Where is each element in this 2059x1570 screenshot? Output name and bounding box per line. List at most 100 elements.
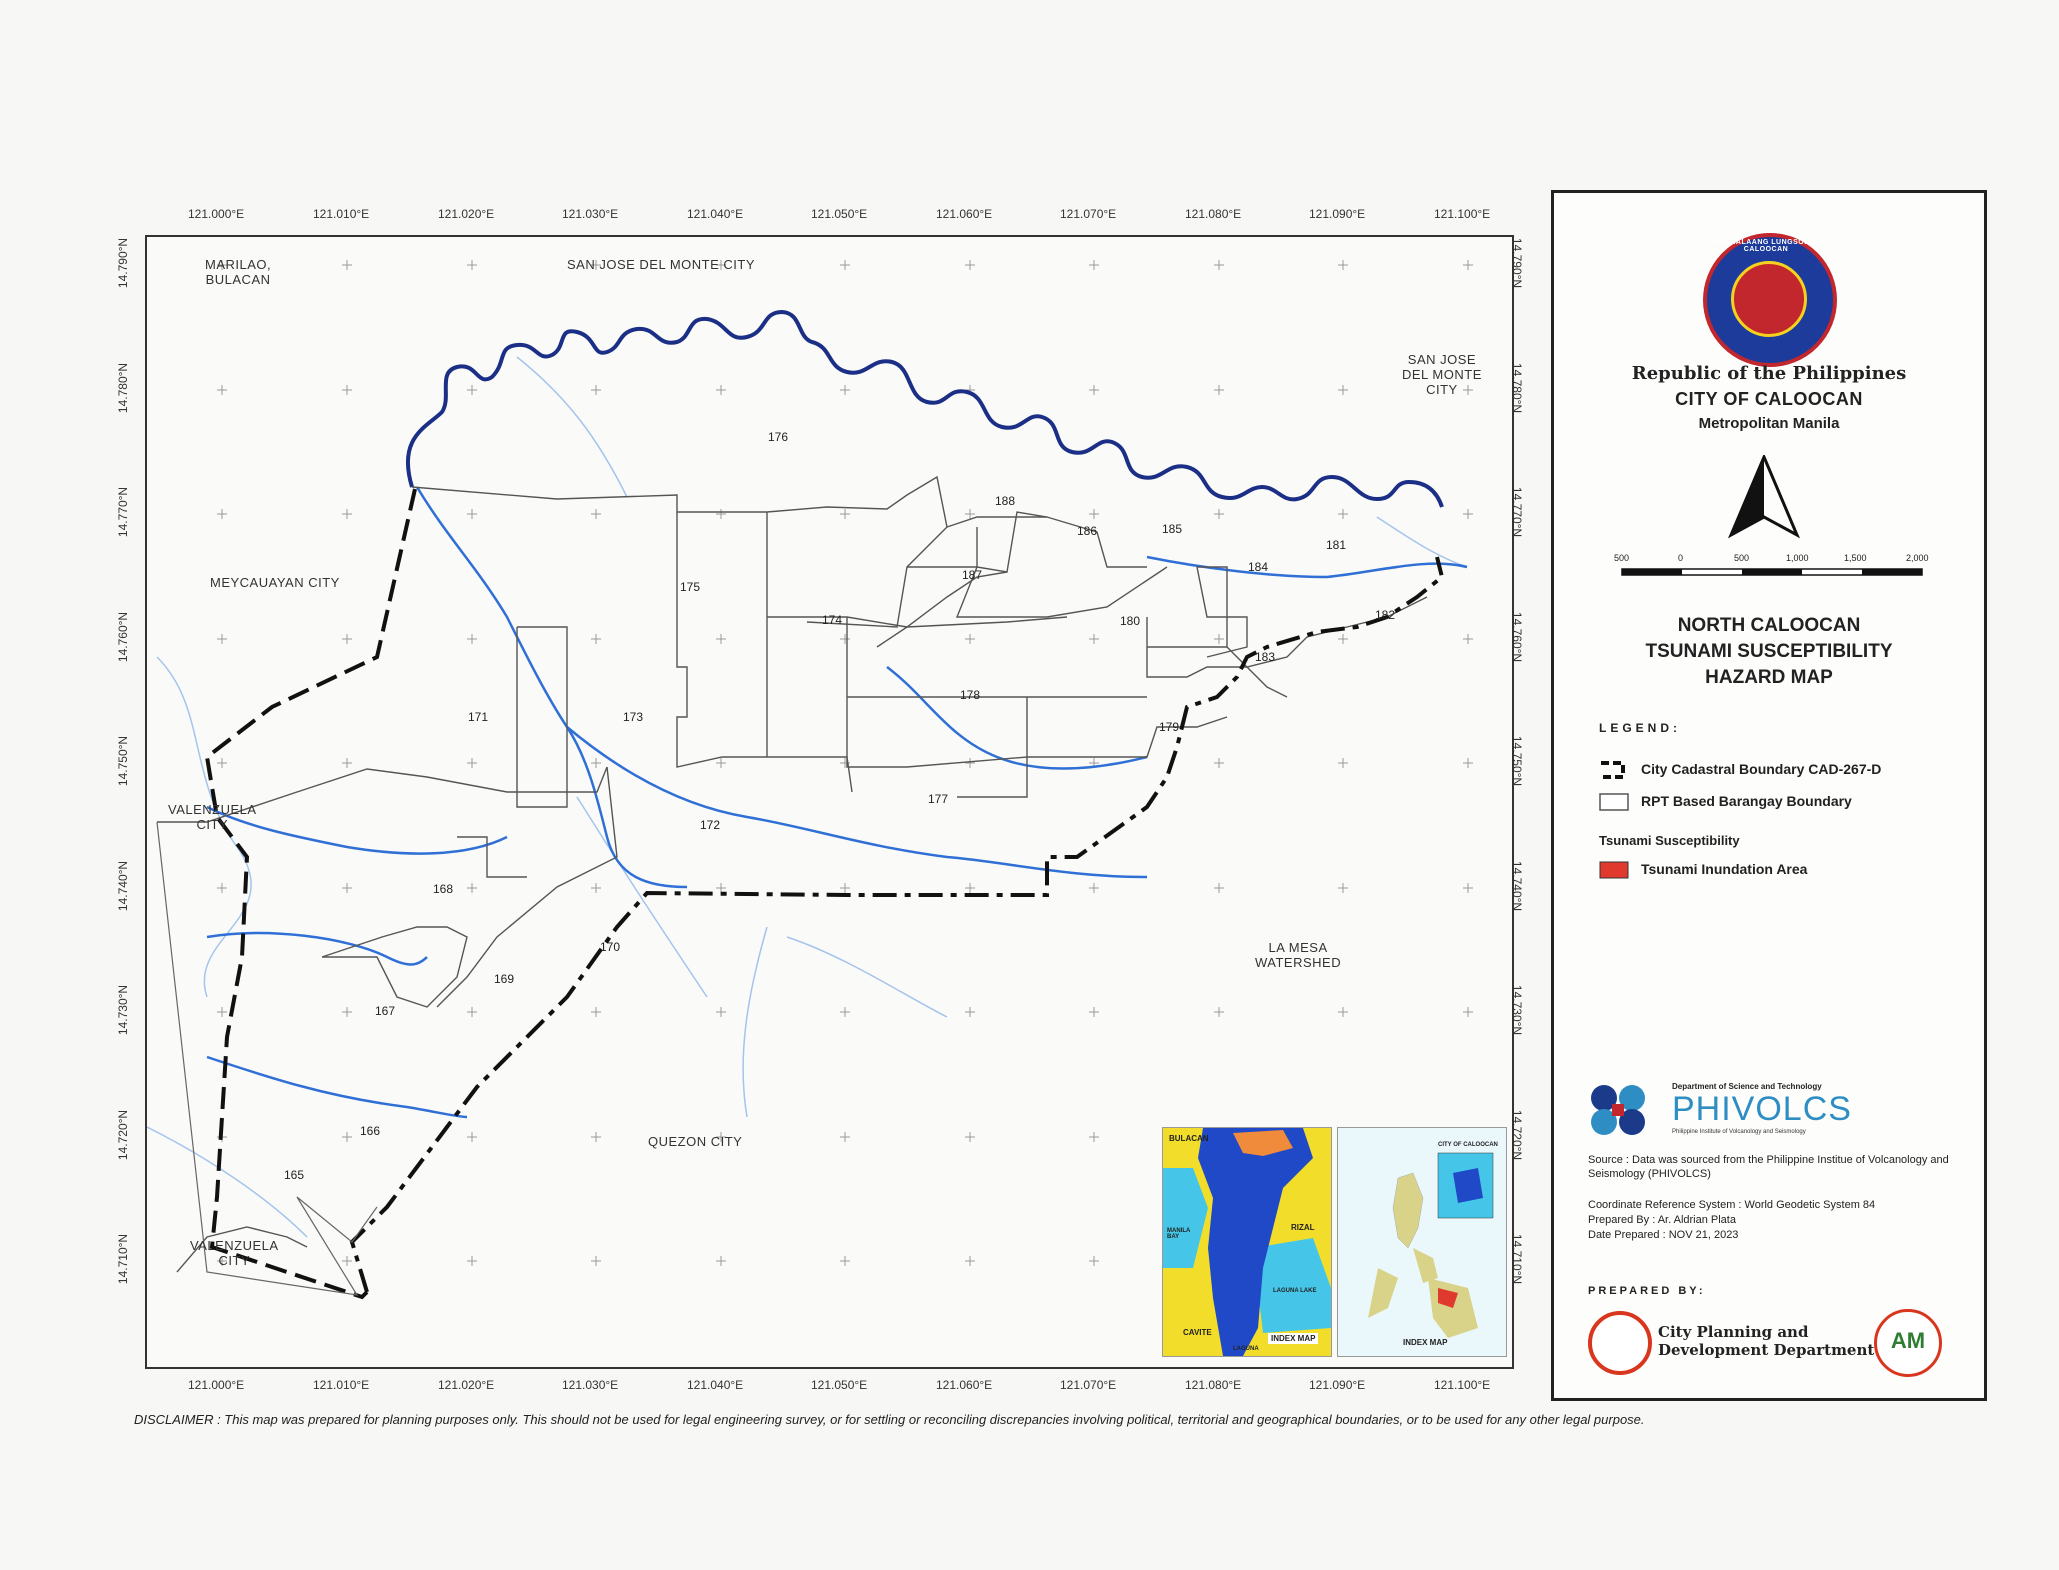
lon-tick-bottom: 121.060°E — [936, 1378, 993, 1392]
crs-text: Coordinate Reference System : World Geod… — [1588, 1199, 1876, 1211]
seal-text: PAMAHALAANG LUNGSOD NG CALOOCAN — [1708, 239, 1824, 253]
lat-tick-left: 14.710°N — [116, 1233, 131, 1285]
barangay-label-178: 178 — [960, 688, 981, 702]
place-marilao: MARILAO, BULACAN — [205, 257, 272, 287]
map-frame: BULACAN RIZAL MANILA BAY LAGUNA LAKE CAV… — [145, 235, 1514, 1369]
lon-tick-top: 121.070°E — [1060, 207, 1117, 221]
scale-label: 2,000 — [1906, 553, 1929, 563]
lat-tick-left: 14.780°N — [116, 362, 131, 414]
barangay-label-166: 166 — [360, 1124, 381, 1138]
legend-label: Tsunami Inundation Area — [1641, 861, 1808, 877]
lon-tick-bottom: 121.000°E — [188, 1378, 245, 1392]
place-la-mesa: LA MESA WATERSHED — [1255, 940, 1342, 970]
barangay-label-183: 183 — [1255, 650, 1276, 664]
lat-tick-left: 14.770°N — [116, 486, 131, 538]
barangay-label-177: 177 — [928, 792, 949, 806]
place-valenzuela-1: VALENZUELA CITY — [168, 802, 257, 832]
barangay-label-167: 167 — [375, 1004, 396, 1018]
lat-tick-left: 14.760°N — [116, 611, 131, 663]
barangay-label-188: 188 — [995, 494, 1016, 508]
lat-tick-right: 14.720°N — [1510, 1109, 1525, 1161]
streams — [147, 356, 1468, 1238]
scale-label: 0 — [1678, 553, 1684, 563]
lat-tick-right: 14.780°N — [1510, 362, 1525, 414]
barangay-label-180: 180 — [1120, 614, 1141, 628]
scale-label: 500 — [1734, 553, 1750, 563]
lon-tick-bottom: 121.080°E — [1185, 1378, 1242, 1392]
lon-tick-bottom: 121.020°E — [438, 1378, 495, 1392]
barangay-label-185: 185 — [1162, 522, 1183, 536]
index-label-bulacan: BULACAN — [1169, 1134, 1209, 1143]
place-meycauayan: MEYCAUAYAN CITY — [210, 575, 340, 590]
index-map-label: INDEX MAP — [1268, 1333, 1319, 1344]
lon-tick-bottom: 121.100°E — [1434, 1378, 1491, 1392]
map-title: NORTH CALOOCAN TSUNAMI SUSCEPTIBILITY HA… — [1645, 615, 1893, 688]
metro-label: Metropolitan Manila — [1698, 415, 1840, 432]
prepared-by-text: Prepared By : Ar. Aldrian Plata — [1588, 1214, 1736, 1226]
lon-tick-bottom: 121.040°E — [687, 1378, 744, 1392]
barangay-label-175: 175 — [680, 580, 701, 594]
barangay-label-182: 182 — [1375, 608, 1396, 622]
phivolcs-subtitle: Philippine Institute of Volcanology and … — [1672, 1129, 1806, 1135]
lon-tick-top: 121.030°E — [562, 207, 619, 221]
scale-bar: 500 0 500 1,000 1,500 2,000 — [1614, 553, 1934, 585]
barangay-label-172: 172 — [700, 818, 721, 832]
barangay-label-173: 173 — [623, 710, 644, 724]
lon-tick-bottom: 121.050°E — [811, 1378, 868, 1392]
barangay-label-171: 171 — [468, 710, 489, 724]
cpdd-logo-icon — [1588, 1311, 1652, 1375]
scale-label: 1,500 — [1844, 553, 1867, 563]
index-label-city: CITY OF CALOOCAN — [1438, 1142, 1498, 1148]
title-panel: PAMAHALAANG LUNGSOD NG CALOOCAN Republic… — [1551, 190, 1987, 1401]
north-arrow-icon — [1727, 455, 1801, 539]
barangay-boundaries — [157, 475, 1428, 1273]
caloocan-seal: PAMAHALAANG LUNGSOD NG CALOOCAN — [1703, 233, 1837, 367]
lon-tick-top: 121.000°E — [188, 207, 245, 221]
seal-sun-icon — [1731, 261, 1807, 337]
barangay-label-165: 165 — [284, 1168, 305, 1182]
rivers — [206, 486, 1468, 1119]
place-quezon: QUEZON CITY — [648, 1134, 743, 1149]
grid-marks — [217, 260, 1473, 1266]
index-label-laguna: LAGUNA — [1233, 1346, 1259, 1352]
legend-label: City Cadastral Boundary CAD-267-D — [1641, 761, 1882, 777]
city-outline — [156, 821, 378, 1296]
city-label: CITY OF CALOOCAN — [1675, 389, 1863, 409]
index-label-manila-bay: MANILA BAY — [1167, 1228, 1191, 1240]
lon-tick-top: 121.040°E — [687, 207, 744, 221]
lon-tick-bottom: 121.090°E — [1309, 1378, 1366, 1392]
lat-tick-right: 14.710°N — [1510, 1233, 1525, 1285]
lon-tick-top: 121.020°E — [438, 207, 495, 221]
republic-label: Republic of the Philippines — [1631, 363, 1907, 384]
lon-tick-top: 121.090°E — [1309, 207, 1366, 221]
lon-tick-top: 121.060°E — [936, 207, 993, 221]
northern-boundary-river — [405, 309, 1444, 508]
place-valenzuela-2: VALENZUELA CITY — [190, 1238, 279, 1268]
inundation-swatch-icon — [1599, 861, 1629, 879]
barangay-label-176: 176 — [768, 430, 789, 444]
lon-tick-top: 121.080°E — [1185, 207, 1242, 221]
phivolcs-logo: Department of Science and Technology PHI… — [1588, 1082, 1968, 1142]
barangay-label-186: 186 — [1077, 524, 1098, 538]
barangay-label-169: 169 — [494, 972, 515, 986]
lat-tick-left: 14.740°N — [116, 860, 131, 912]
date-prepared-text: Date Prepared : NOV 21, 2023 — [1588, 1229, 1739, 1241]
lat-tick-right: 14.740°N — [1510, 860, 1525, 912]
phivolcs-dept: Department of Science and Technology — [1672, 1082, 1822, 1091]
scale-label: 1,000 — [1786, 553, 1809, 563]
source-text: Source : Data was sourced from the Phili… — [1588, 1154, 1949, 1180]
lat-tick-left: 14.750°N — [116, 735, 131, 787]
disclaimer: DISCLAIMER : This map was prepared for p… — [134, 1412, 1645, 1427]
cadastral-boundary-south — [349, 556, 1445, 1293]
index-label-rizal: RIZAL — [1291, 1223, 1315, 1232]
cpdd-name: City Planning and Development Department — [1658, 1323, 1875, 1359]
barangay-label-181: 181 — [1326, 538, 1347, 552]
phivolcs-icon — [1591, 1085, 1645, 1135]
lon-tick-top: 121.100°E — [1434, 207, 1491, 221]
index-label-laguna-lake: LAGUNA LAKE — [1273, 1288, 1317, 1294]
lat-tick-left: 14.730°N — [116, 984, 131, 1036]
barangay-boundary-icon — [1599, 793, 1629, 811]
barangay-label-170: 170 — [600, 940, 621, 954]
lat-tick-left: 14.790°N — [116, 237, 131, 289]
dashed-boundary-icon — [1601, 761, 1625, 779]
